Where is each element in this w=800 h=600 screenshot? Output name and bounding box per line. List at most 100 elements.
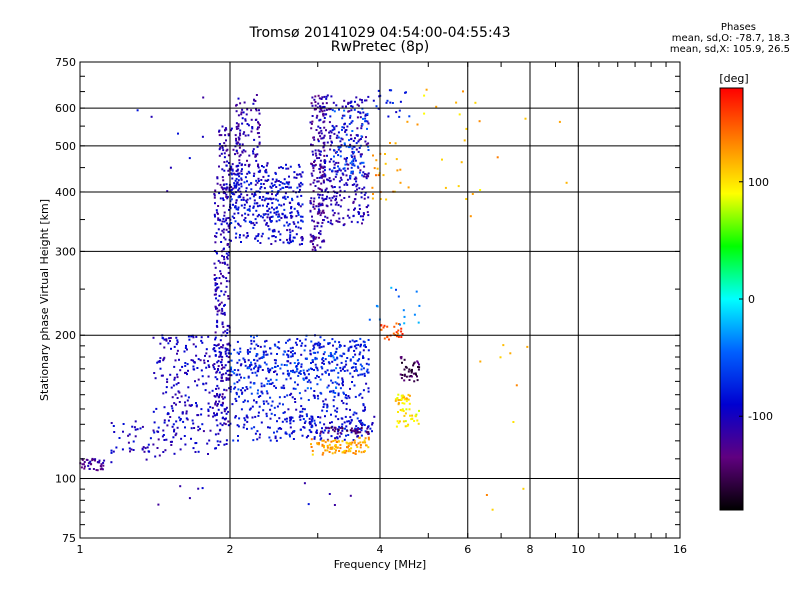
- scatter-point: [240, 164, 243, 167]
- scatter-point: [212, 415, 215, 418]
- scatter-point: [156, 361, 159, 364]
- scatter-point: [346, 167, 349, 170]
- scatter-point: [338, 108, 340, 111]
- scatter-point: [363, 197, 366, 200]
- scatter-point: [417, 361, 419, 364]
- scatter-point: [339, 431, 342, 434]
- scatter-point: [255, 374, 258, 377]
- scatter-point: [258, 109, 260, 112]
- scatter-point: [321, 362, 324, 364]
- scatter-point: [323, 165, 326, 168]
- scatter-point: [344, 415, 347, 418]
- scatter-point: [247, 376, 250, 379]
- scatter-point: [349, 101, 352, 104]
- scatter-point: [334, 444, 337, 446]
- scatter-point: [128, 447, 131, 450]
- scatter-point: [187, 335, 190, 338]
- scatter-point: [196, 384, 199, 387]
- scatter-point: [360, 124, 363, 127]
- scatter-point: [339, 444, 342, 446]
- scatter-point: [199, 359, 202, 362]
- scatter-point: [270, 182, 273, 185]
- scatter-point: [299, 373, 302, 375]
- scatter-point: [405, 408, 408, 411]
- scatter-point: [398, 115, 401, 118]
- scatter-point: [317, 140, 320, 143]
- scatter-point: [184, 401, 186, 404]
- scatter-point: [239, 132, 241, 135]
- scatter-point: [287, 360, 290, 363]
- scatter-point: [322, 400, 325, 403]
- scatter-point: [331, 169, 334, 172]
- scatter-point: [296, 186, 299, 189]
- scatter-point: [244, 364, 247, 367]
- scatter-point: [328, 342, 331, 345]
- scatter-point: [158, 454, 161, 457]
- scatter-point: [293, 171, 296, 174]
- scatter-point: [113, 431, 116, 433]
- scatter-point: [408, 115, 411, 118]
- scatter-point: [236, 361, 239, 364]
- scatter-point: [313, 236, 316, 239]
- scatter-point: [296, 195, 299, 198]
- scatter-point: [290, 355, 293, 358]
- scatter-point: [355, 450, 357, 453]
- scatter-point: [398, 109, 401, 112]
- scatter-point: [297, 211, 300, 214]
- scatter-point: [324, 215, 327, 218]
- scatter-point: [253, 224, 256, 226]
- scatter-point: [290, 214, 292, 217]
- scatter-point: [155, 407, 158, 410]
- scatter-point: [257, 366, 260, 369]
- scatter-point: [235, 208, 238, 211]
- scatter-point: [524, 117, 527, 120]
- scatter-point: [253, 138, 256, 141]
- scatter-point: [407, 393, 410, 396]
- scatter-point: [273, 208, 275, 211]
- scatter-point: [330, 413, 332, 416]
- scatter-point: [350, 366, 353, 369]
- scatter-point: [221, 395, 224, 398]
- scatter-point: [311, 219, 314, 222]
- scatter-point: [221, 176, 224, 179]
- scatter-point: [217, 259, 220, 262]
- scatter-point: [139, 427, 142, 430]
- scatter-point: [317, 208, 320, 211]
- scatter-point: [174, 359, 177, 362]
- scatter-point: [363, 439, 366, 442]
- scatter-point: [302, 369, 305, 372]
- scatter-point: [323, 429, 326, 432]
- scatter-point: [238, 175, 241, 178]
- scatter-point: [271, 202, 274, 205]
- scatter-point: [218, 400, 221, 403]
- scatter-point: [395, 158, 398, 161]
- scatter-point: [213, 213, 216, 216]
- scatter-point: [175, 420, 178, 423]
- scatter-point: [250, 220, 253, 223]
- scatter-point: [512, 421, 515, 423]
- scatter-point: [293, 207, 296, 210]
- scatter-point: [354, 353, 357, 356]
- scatter-point: [313, 179, 316, 182]
- scatter-point: [485, 494, 488, 496]
- scatter-point: [338, 435, 341, 438]
- scatter-point: [188, 497, 191, 500]
- scatter-point: [358, 146, 361, 149]
- scatter-point: [313, 220, 315, 223]
- scatter-point: [260, 382, 263, 385]
- scatter-point: [403, 315, 406, 318]
- scatter-point: [201, 341, 204, 344]
- scatter-point: [499, 356, 502, 359]
- scatter-point: [323, 95, 326, 98]
- scatter-point: [249, 381, 252, 384]
- scatter-point: [280, 427, 283, 430]
- scatter-point: [316, 344, 319, 347]
- scatter-point: [328, 427, 331, 430]
- scatter-point: [308, 421, 311, 424]
- scatter-point: [334, 445, 337, 448]
- scatter-point: [288, 223, 291, 226]
- scatter-point: [91, 459, 94, 462]
- scatter-point: [230, 127, 233, 130]
- scatter-point: [270, 412, 273, 415]
- scatter-point: [218, 350, 221, 353]
